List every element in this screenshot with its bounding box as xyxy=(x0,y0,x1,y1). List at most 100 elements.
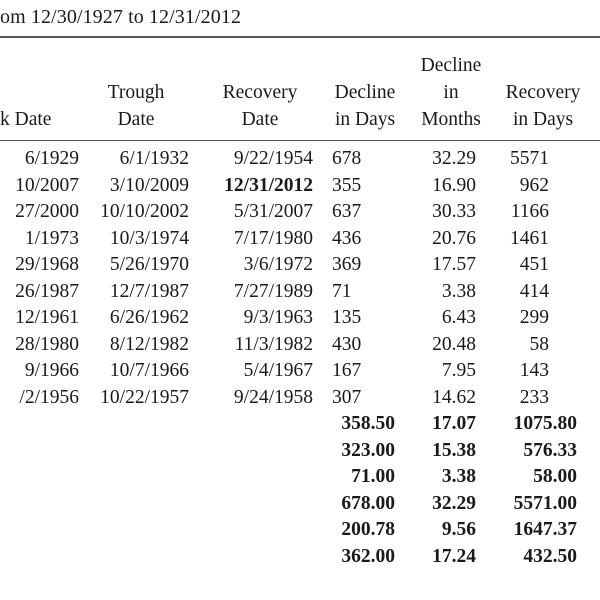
summary-decline-months: 17.24 xyxy=(432,545,476,567)
cell-recovery-date: 7/27/1989 xyxy=(233,280,313,302)
table-row: 29/1968 5/26/1970 3/6/1972 369 17.57 451 xyxy=(0,252,600,279)
table-row: 10/2007 3/10/2009 12/31/2012 355 16.90 962 xyxy=(0,173,600,200)
cell-peak-date: 27/2000 xyxy=(15,201,79,222)
cell-trough-date: 5/26/1970 xyxy=(109,254,189,275)
cell-recovery-date: 11/3/1982 xyxy=(234,333,313,355)
cell-recovery-date: 9/22/1954 xyxy=(233,148,313,169)
cell-recovery-days: 5571 xyxy=(510,148,549,169)
header-line: Recovery xyxy=(222,82,298,103)
cell-trough-date: 8/12/1982 xyxy=(109,333,189,355)
top-rule xyxy=(0,36,600,38)
cell-trough-date: 6/1/1932 xyxy=(119,148,189,169)
header-line: Decline xyxy=(334,82,396,103)
cell-decline-days: 71 xyxy=(332,280,352,302)
header-trough-date: Trough Date xyxy=(95,79,177,133)
cell-decline-months: 30.33 xyxy=(432,201,476,222)
cell-decline-months: 14.62 xyxy=(432,386,476,408)
cell-recovery-days: 451 xyxy=(519,254,549,275)
table-row: 6/1929 6/1/1932 9/22/1954 678 32.29 5571 xyxy=(0,146,600,173)
cell-decline-days: 430 xyxy=(332,333,362,355)
cell-decline-days: 637 xyxy=(332,201,362,222)
cell-recovery-date: 7/17/1980 xyxy=(233,227,313,249)
cell-decline-months: 20.76 xyxy=(432,227,476,249)
cell-recovery-days: 233 xyxy=(519,386,549,408)
cell-trough-date: 10/22/1957 xyxy=(100,386,189,408)
cell-recovery-date: 5/31/2007 xyxy=(233,201,313,222)
cell-recovery-days: 1166 xyxy=(510,201,549,222)
summary-row: 200.78 9.56 1647.37 xyxy=(0,517,600,544)
cell-decline-months: 3.38 xyxy=(441,280,476,302)
cell-decline-days: 369 xyxy=(332,254,362,275)
header-rule xyxy=(0,140,600,141)
table-row: 26/1987 12/7/1987 7/27/1989 71 3.38 414 xyxy=(0,279,600,306)
cell-peak-date: 9/1966 xyxy=(24,360,79,381)
summary-recovery-days: 1075.80 xyxy=(513,413,577,434)
summary-row: 71.00 3.38 58.00 xyxy=(0,464,600,491)
cell-peak-date: 29/1968 xyxy=(15,254,79,275)
header-line: Recovery xyxy=(505,82,581,103)
cell-peak-date: 28/1980 xyxy=(15,333,79,355)
header-peak-date: k Date xyxy=(0,106,51,133)
cell-peak-date: 6/1929 xyxy=(24,148,79,169)
summary-decline-days: 71.00 xyxy=(351,466,395,487)
cell-trough-date: 6/26/1962 xyxy=(109,307,189,328)
cell-peak-date: 10/2007 xyxy=(15,174,79,196)
table-row: /2/1956 10/22/1957 9/24/1958 307 14.62 233 xyxy=(0,385,600,412)
header-line: in Days xyxy=(512,109,574,130)
cell-recovery-date: 9/3/1963 xyxy=(243,307,313,328)
cell-recovery-date: 9/24/1958 xyxy=(233,386,313,408)
summary-decline-days: 362.00 xyxy=(341,545,395,567)
summary-row: 358.50 17.07 1075.80 xyxy=(0,411,600,438)
summary-row: 362.00 17.24 432.50 xyxy=(0,544,600,571)
cell-recovery-days: 299 xyxy=(519,307,549,328)
cell-decline-months: 32.29 xyxy=(432,148,476,169)
cell-decline-months: 6.43 xyxy=(441,307,476,328)
cell-decline-days: 355 xyxy=(332,174,362,196)
cell-trough-date: 12/7/1987 xyxy=(109,280,189,302)
cell-recovery-date: 5/4/1967 xyxy=(243,360,313,381)
cell-recovery-days: 962 xyxy=(519,174,549,196)
cell-decline-days: 135 xyxy=(332,307,362,328)
summary-decline-months: 15.38 xyxy=(432,439,476,461)
summary-recovery-days: 1647.37 xyxy=(513,519,577,540)
summary-decline-months: 3.38 xyxy=(441,466,476,487)
summary-recovery-days: 5571.00 xyxy=(513,492,577,514)
cell-decline-months: 17.57 xyxy=(432,254,476,275)
table-row: 1/1973 10/3/1974 7/17/1980 436 20.76 1461 xyxy=(0,226,600,253)
table-row: 27/2000 10/10/2002 5/31/2007 637 30.33 1166 xyxy=(0,199,600,226)
header-line: Decline xyxy=(420,55,482,76)
cell-decline-months: 7.95 xyxy=(441,360,476,381)
cell-decline-days: 167 xyxy=(332,360,362,381)
header-line: Date xyxy=(117,109,155,130)
summary-recovery-days: 432.50 xyxy=(523,545,577,567)
cell-trough-date: 3/10/2009 xyxy=(109,174,189,196)
header-line: Trough xyxy=(107,82,165,103)
table-row: 12/1961 6/26/1962 9/3/1963 135 6.43 299 xyxy=(0,305,600,332)
cell-peak-date: 26/1987 xyxy=(15,280,79,302)
summary-decline-days: 678.00 xyxy=(341,492,395,514)
cell-trough-date: 10/7/1966 xyxy=(109,360,189,381)
header-line: Date xyxy=(241,109,279,130)
summary-row: 323.00 15.38 576.33 xyxy=(0,438,600,465)
header-line: in Days xyxy=(334,109,396,130)
cell-peak-date: /2/1956 xyxy=(19,386,79,408)
summary-row: 678.00 32.29 5571.00 xyxy=(0,491,600,518)
summary-decline-months: 32.29 xyxy=(432,492,476,514)
summary-decline-days: 323.00 xyxy=(341,439,395,461)
header-decline-days: Decline in Days xyxy=(328,79,402,133)
header-line: Months xyxy=(421,109,481,130)
cell-decline-months: 20.48 xyxy=(432,333,476,355)
table-row: 28/1980 8/12/1982 11/3/1982 430 20.48 58 xyxy=(0,332,600,359)
summary-recovery-days: 576.33 xyxy=(523,439,577,461)
cell-decline-days: 436 xyxy=(332,227,362,249)
summary-decline-days: 200.78 xyxy=(341,519,395,540)
header-line: k Date xyxy=(0,109,52,130)
cell-trough-date: 10/10/2002 xyxy=(100,201,189,222)
summary-decline-days: 358.50 xyxy=(341,413,395,434)
summary-decline-months: 17.07 xyxy=(432,413,476,434)
header-recovery-date: Recovery Date xyxy=(215,79,305,133)
cell-recovery-days: 414 xyxy=(519,280,549,302)
cell-recovery-date: 12/31/2012 xyxy=(224,174,313,196)
cell-peak-date: 12/1961 xyxy=(15,307,79,328)
header-decline-months: Decline in Months xyxy=(413,52,489,133)
